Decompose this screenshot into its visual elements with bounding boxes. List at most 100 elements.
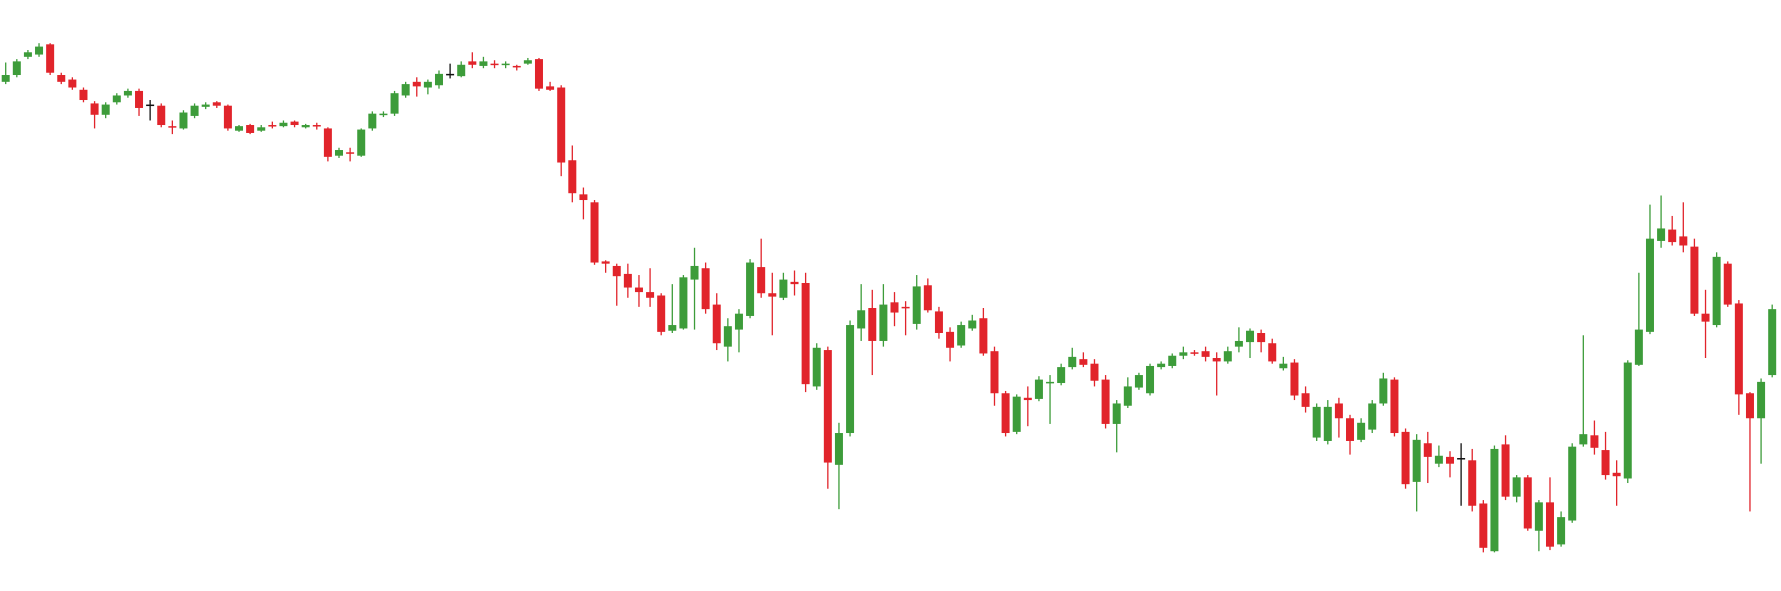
candle-body (1323, 406, 1332, 441)
candle-body (601, 261, 610, 264)
candle-body (1745, 393, 1754, 419)
candle-body (1457, 458, 1466, 460)
candle-body (201, 104, 210, 107)
candle-body (323, 128, 332, 157)
candle-body (646, 292, 655, 298)
candle-body (1157, 363, 1166, 368)
candle-body (12, 61, 21, 76)
candle-body (490, 63, 499, 66)
candle-body (1123, 386, 1132, 406)
candle-body (1645, 238, 1654, 332)
candle-body (368, 113, 377, 129)
candle-body (1412, 439, 1421, 482)
candle-body (834, 433, 843, 465)
candle-body (690, 265, 699, 280)
candle-body (1090, 363, 1099, 381)
candle-body (379, 113, 388, 116)
candle-body (1312, 406, 1321, 438)
candle-body (68, 79, 77, 88)
candle-body (1368, 403, 1377, 430)
candle-body (57, 75, 66, 82)
candle-body (779, 279, 788, 298)
candle-body (279, 122, 288, 127)
candle-body (1701, 313, 1710, 322)
candle-body (890, 302, 899, 313)
candle-body (1001, 393, 1010, 434)
candle-body (1712, 256, 1721, 326)
candle-body (1, 75, 10, 82)
candle-body (612, 265, 621, 277)
candle-body (1501, 444, 1510, 497)
candle-body (757, 267, 766, 294)
candle-body (1723, 263, 1732, 305)
candle-body (168, 126, 177, 128)
candle-body (1623, 362, 1632, 479)
candle-body (1401, 431, 1410, 485)
candle-body (1568, 446, 1577, 521)
candle-body (1523, 477, 1532, 529)
candle-body (1234, 340, 1243, 347)
candle-body (1246, 330, 1255, 343)
candle-body (23, 52, 32, 57)
candle-body (1612, 472, 1621, 477)
candle-body (101, 104, 110, 115)
candle-body (979, 318, 988, 354)
candle-body (668, 325, 677, 331)
candle-body (390, 93, 399, 114)
candle-body (1634, 329, 1643, 365)
candle-body (501, 63, 510, 66)
candle-body (823, 350, 832, 463)
candle-body (212, 102, 221, 106)
candle-body (1768, 309, 1777, 376)
candle-body (1379, 378, 1388, 404)
candle-body (1146, 365, 1155, 394)
candle-body (1512, 477, 1521, 497)
candle-body (1134, 375, 1143, 388)
candle-body (1434, 455, 1443, 464)
candle-body (112, 95, 121, 103)
candle-body (901, 306, 910, 309)
candle-body (990, 351, 999, 394)
candle-body (712, 304, 721, 344)
candle-body (412, 81, 421, 87)
candle-body (968, 320, 977, 329)
candle-body (1190, 352, 1199, 354)
candle-body (1012, 396, 1021, 432)
candle-body (590, 202, 599, 263)
candle-body (1068, 356, 1077, 368)
candle-body (157, 105, 166, 126)
candle-body (1479, 503, 1488, 548)
candle-body (1023, 397, 1032, 401)
candle-body (79, 89, 88, 101)
candle-body (557, 87, 566, 163)
candle-body (1057, 367, 1066, 384)
candle-body (1301, 393, 1310, 407)
candle-body (1690, 246, 1699, 314)
candle-body (523, 60, 532, 64)
candle-body (957, 325, 966, 346)
candle-body (457, 64, 466, 77)
candle-body (257, 127, 266, 131)
candle-body (568, 160, 577, 194)
candle-body (434, 73, 443, 86)
candle-body (1046, 381, 1055, 384)
candle-body (90, 103, 99, 115)
candle-body (634, 287, 643, 293)
candle-body (135, 90, 144, 108)
candle-body (546, 86, 555, 90)
candle-body (934, 311, 943, 334)
candle-body (512, 65, 521, 68)
candle-body (679, 277, 688, 329)
candle-body (290, 121, 299, 126)
candle-body (1534, 502, 1543, 531)
candle-body (857, 310, 866, 329)
candle-body (734, 313, 743, 330)
candle-body (1268, 343, 1277, 362)
candle-body (1346, 418, 1355, 441)
candle-body (46, 44, 55, 73)
candle-body (357, 129, 366, 156)
candle-body (1668, 229, 1677, 243)
candle-body (1390, 379, 1399, 434)
candle-body (1034, 379, 1043, 399)
